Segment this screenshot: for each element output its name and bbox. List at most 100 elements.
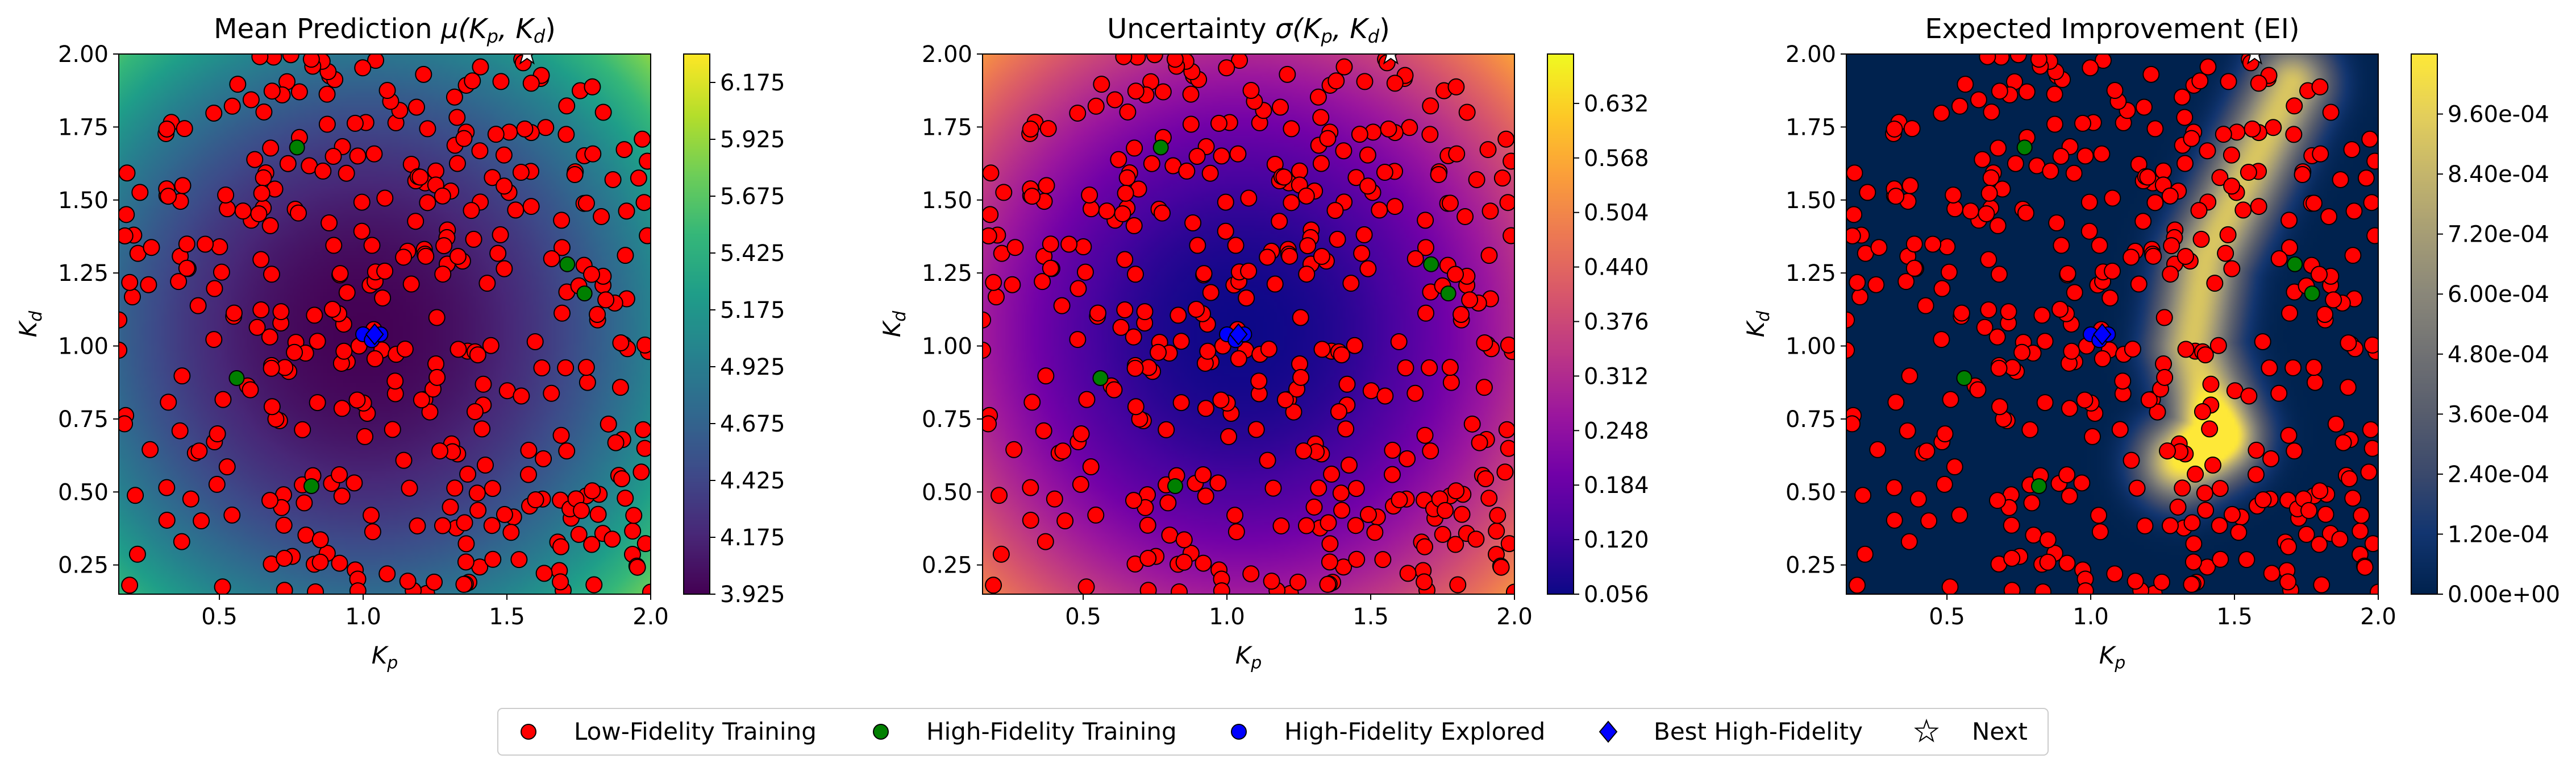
low-fidelity-point (1846, 164, 1863, 182)
x-tick-label: 2.0 (2360, 604, 2396, 630)
low-fidelity-point (173, 367, 191, 385)
low-fidelity-point (450, 341, 467, 358)
low-fidelity-point (2003, 516, 2020, 534)
y-tick-label: 0.50 (1786, 479, 1836, 505)
low-fidelity-point (160, 188, 177, 205)
low-fidelity-point (218, 458, 236, 476)
low-fidelity-point (1319, 130, 1337, 147)
low-fidelity-point (2263, 565, 2280, 582)
low-fidelity-point (492, 73, 510, 90)
low-fidelity-point (1125, 328, 1142, 346)
low-fidelity-point (1980, 184, 1998, 202)
low-fidelity-point (2306, 374, 2324, 391)
low-fidelity-point (1295, 442, 1312, 460)
low-fidelity-point (2177, 247, 2194, 265)
low-fidelity-point (1078, 391, 1096, 408)
low-fidelity-point (1342, 275, 1360, 292)
low-fidelity-point (617, 247, 634, 264)
low-fidelity-point (1951, 506, 1969, 524)
low-fidelity-point (170, 273, 188, 291)
low-fidelity-point (2280, 239, 2298, 256)
low-fidelity-point (1125, 217, 1143, 234)
low-fidelity-point (1285, 403, 1302, 421)
low-fidelity-point (2046, 115, 2063, 133)
y-tick-label: 0.50 (58, 479, 109, 505)
next-marker (1383, 54, 1399, 65)
low-fidelity-point (426, 573, 443, 591)
low-fidelity-point (1337, 420, 1355, 438)
low-fidelity-point (234, 202, 252, 220)
x-axis-label: Kp (372, 641, 398, 673)
low-fidelity-point (1978, 205, 1995, 222)
low-fidelity-point (348, 391, 366, 409)
low-fidelity-point (2184, 553, 2202, 571)
low-fidelity-point (428, 309, 446, 326)
low-fidelity-point (421, 403, 439, 421)
scatter-layer (119, 54, 651, 594)
low-fidelity-point (365, 145, 383, 163)
x-tick-label: 2.0 (1496, 604, 1533, 630)
low-fidelity-point (395, 248, 413, 266)
low-fidelity-point (242, 91, 260, 109)
low-fidelity-point (449, 247, 467, 265)
low-fidelity-point (1220, 428, 1238, 445)
low-fidelity-point (1175, 553, 1193, 571)
low-fidelity-point (1297, 517, 1315, 534)
low-fidelity-point (2194, 403, 2211, 421)
low-fidelity-point (2327, 415, 2345, 433)
low-fidelity-point (983, 415, 997, 433)
low-fidelity-point (2007, 155, 2024, 172)
legend-label: Best High-Fidelity (1654, 718, 1863, 745)
low-fidelity-point (411, 168, 429, 186)
low-fidelity-point (407, 213, 425, 230)
low-fidelity-point (131, 184, 149, 201)
low-fidelity-point (1496, 463, 1514, 481)
low-fidelity-point (1849, 577, 1866, 594)
panel-expected-improvement: Expected Improvement (EI) 0.5 1.0 1.5 2.00.… (1742, 13, 2560, 673)
low-fidelity-point (1401, 119, 1418, 136)
low-fidelity-point (487, 126, 505, 143)
low-fidelity-point (223, 97, 241, 115)
x-tick-label: 0.5 (1065, 604, 1101, 630)
low-fidelity-point (535, 450, 552, 467)
low-fidelity-point (2223, 146, 2240, 164)
low-fidelity-point (2353, 507, 2370, 524)
low-fidelity-point (205, 331, 223, 349)
low-fidelity-point (333, 400, 351, 417)
low-fidelity-point (250, 205, 268, 222)
low-fidelity-point (459, 465, 477, 483)
y-tick-label: 1.00 (1786, 334, 1836, 360)
low-fidelity-point (543, 384, 560, 402)
low-fidelity-point (2036, 333, 2054, 350)
low-fidelity-point (2095, 54, 2112, 69)
low-fidelity-point (2244, 120, 2261, 138)
low-fidelity-point (2286, 97, 2303, 115)
y-tick-label: 0.25 (58, 553, 109, 579)
low-fidelity-point (1434, 525, 1451, 543)
low-fidelity-point (2325, 291, 2342, 309)
low-fidelity-point (1188, 147, 1206, 165)
low-fidelity-point (2279, 538, 2297, 555)
x-tick-label: 1.5 (2216, 604, 2253, 630)
low-fidelity-point (492, 226, 509, 243)
low-fidelity-point (1974, 151, 1991, 168)
low-fidelity-point (364, 523, 381, 541)
low-fidelity-point (223, 506, 241, 524)
low-fidelity-point (1953, 304, 1970, 322)
low-fidelity-point (1335, 142, 1352, 160)
scatter-layer (1846, 54, 2378, 594)
colorbar-tick-label: 0.504 (1584, 200, 1649, 226)
low-fidelity-point (1271, 213, 1288, 230)
low-fidelity-point (496, 177, 513, 195)
low-fidelity-point (263, 82, 281, 100)
low-fidelity-point (286, 343, 303, 361)
low-fidelity-point (1242, 82, 1260, 99)
low-fidelity-point (1463, 415, 1481, 433)
low-fidelity-point (1250, 372, 1268, 390)
low-fidelity-point (1037, 367, 1055, 385)
low-fidelity-point (1441, 359, 1459, 376)
low-fidelity-point (2248, 441, 2265, 459)
low-fidelity-point (1383, 466, 1401, 483)
low-fidelity-point (484, 550, 502, 568)
low-fidelity-point (1886, 479, 1903, 496)
